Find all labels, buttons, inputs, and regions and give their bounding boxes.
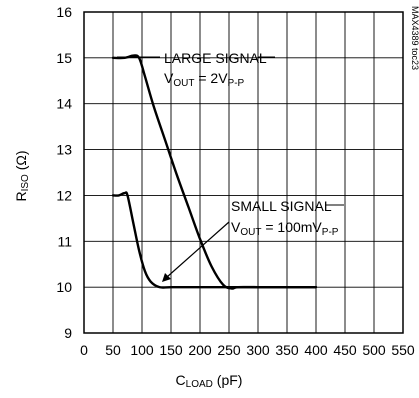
tick-labels: 0 50 100 150 200 250 300 350 400 450 500 550 9 10 11 12… [56,4,414,358]
small-cond-v: V [231,219,241,235]
series-line-large-signal [111,54,318,290]
x-tick-label: 100 [130,342,154,358]
y-axis-title: RISO (Ω) [13,150,31,201]
y-tick-label: 14 [56,96,72,112]
y-axis-title-main: R [13,191,29,201]
large-cond-value-sub: P-P [228,78,245,89]
y-tick-label: 11 [57,233,72,249]
y-axis-title-unit: (Ω) [13,150,29,174]
x-axis-title-unit: (pF) [213,372,243,388]
small-signal-arrow [166,221,230,278]
small-cond-value: = 100mV [261,219,322,235]
x-tick-label: 350 [275,342,299,358]
y-tick-label: 15 [56,50,72,66]
small-signal-condition: VOUT = 100mVP-P [231,219,339,238]
x-tick-label: 150 [159,342,183,358]
series-lines [111,54,318,290]
x-tick-label: 300 [246,342,270,358]
x-tick-label: 550 [391,342,415,358]
large-cond-value: = 2V [194,70,228,86]
y-tick-label: 16 [56,4,72,20]
x-tick-label: 500 [362,342,386,358]
x-tick-label: 250 [217,342,241,358]
y-axis-title-sub: ISO [20,174,31,191]
small-cond-v-sub: OUT [240,227,261,238]
x-tick-label: 50 [105,342,121,358]
x-axis-title-sub: LOAD [186,379,213,390]
small-signal-label: SMALL SIGNAL [231,198,332,214]
y-tick-label: 13 [56,142,72,158]
plot-frame [83,11,404,334]
large-cond-v: V [164,70,174,86]
y-tick-label: 12 [56,187,72,203]
x-axis-title: CLOAD (pF) [176,372,243,390]
x-axis-title-main: C [176,372,186,388]
small-signal-arrowhead [162,273,171,282]
large-signal-label: LARGE SIGNAL [164,50,267,66]
x-tick-label: 0 [80,342,88,358]
large-cond-v-sub: OUT [173,78,194,89]
small-cond-value-sub: P-P [322,227,339,238]
x-tick-label: 400 [304,342,328,358]
x-tick-label: 200 [188,342,212,358]
large-signal-condition: VOUT = 2VP-P [164,70,245,89]
series-line-small-signal [111,191,318,289]
x-tick-label: 450 [333,342,357,358]
y-tick-label: 10 [56,279,72,295]
y-tick-label: 9 [64,325,72,341]
figure-id-watermark: MAX4389 toc23 [410,6,419,70]
